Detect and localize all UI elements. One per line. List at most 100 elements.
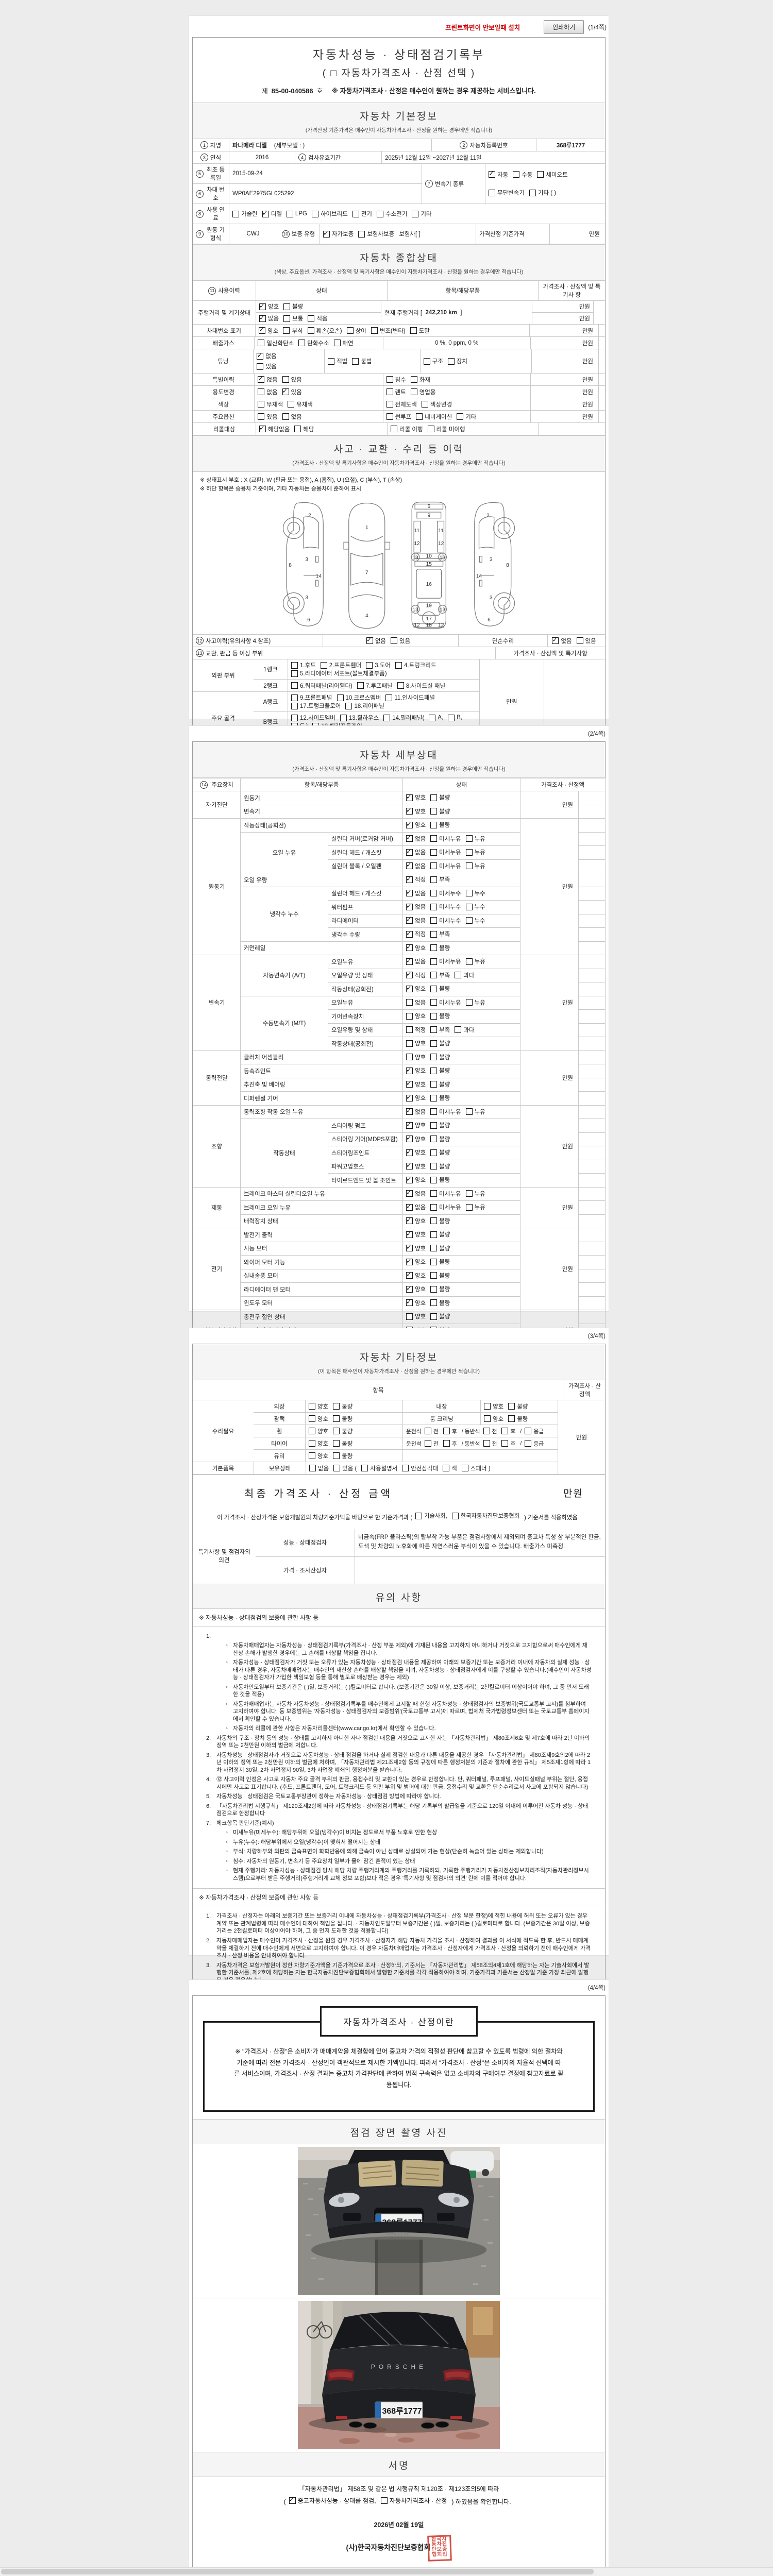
- checkbox[interactable]: [406, 1189, 413, 1197]
- checkbox[interactable]: [283, 327, 290, 334]
- checkbox[interactable]: [291, 682, 298, 689]
- checkbox[interactable]: [430, 876, 438, 883]
- checkbox[interactable]: [406, 1054, 413, 1060]
- checkbox[interactable]: [430, 1190, 438, 1197]
- checkbox[interactable]: [333, 1465, 341, 1471]
- checkbox[interactable]: [257, 363, 264, 370]
- checkbox[interactable]: [430, 1163, 438, 1170]
- checkbox[interactable]: [406, 1040, 413, 1047]
- checkbox[interactable]: [430, 985, 438, 992]
- checkbox[interactable]: [406, 820, 413, 828]
- checkbox[interactable]: [386, 376, 393, 383]
- checkbox[interactable]: [309, 1403, 315, 1410]
- checkbox[interactable]: [430, 1040, 438, 1047]
- checkbox[interactable]: [377, 210, 384, 217]
- checkbox[interactable]: [371, 327, 378, 334]
- checkbox[interactable]: [430, 1176, 438, 1183]
- checkbox[interactable]: [537, 171, 544, 178]
- checkbox[interactable]: [416, 413, 423, 420]
- checkbox[interactable]: [406, 1257, 413, 1265]
- checkbox[interactable]: [430, 1136, 438, 1142]
- checkbox[interactable]: [406, 984, 413, 992]
- checkbox[interactable]: [406, 1298, 413, 1306]
- checkbox[interactable]: [286, 210, 293, 217]
- checkbox[interactable]: [525, 1440, 532, 1447]
- checkbox[interactable]: [406, 929, 413, 938]
- checkbox[interactable]: [328, 358, 335, 365]
- checkbox[interactable]: [298, 340, 306, 346]
- checkbox[interactable]: [282, 413, 289, 420]
- checkbox[interactable]: [430, 1204, 438, 1211]
- checkbox[interactable]: [283, 303, 291, 310]
- checkbox[interactable]: [421, 401, 428, 408]
- checkbox[interactable]: [430, 1217, 438, 1224]
- checkbox[interactable]: [366, 662, 373, 669]
- checkbox[interactable]: [333, 1428, 340, 1434]
- checkbox[interactable]: [430, 849, 438, 856]
- checkbox[interactable]: [489, 189, 495, 196]
- checkbox[interactable]: [430, 972, 438, 978]
- checkbox[interactable]: [259, 424, 266, 432]
- checkbox[interactable]: [406, 1313, 413, 1320]
- checkbox[interactable]: [406, 793, 413, 801]
- checkbox[interactable]: [430, 862, 438, 869]
- checkbox[interactable]: [552, 636, 559, 644]
- checkbox[interactable]: [430, 1122, 438, 1129]
- checkbox[interactable]: [465, 849, 473, 856]
- checkbox[interactable]: [430, 1272, 438, 1279]
- checkbox[interactable]: [410, 388, 417, 395]
- checkbox[interactable]: [346, 327, 354, 334]
- checkbox[interactable]: [323, 229, 330, 238]
- checkbox[interactable]: [406, 1134, 413, 1142]
- checkbox[interactable]: [291, 714, 298, 721]
- checkbox[interactable]: [333, 340, 341, 346]
- checkbox[interactable]: [308, 315, 315, 322]
- checkbox[interactable]: [443, 1428, 450, 1434]
- checkbox[interactable]: [430, 1108, 438, 1115]
- checkbox[interactable]: [395, 662, 402, 669]
- checkbox[interactable]: [448, 714, 455, 721]
- checkbox[interactable]: [283, 315, 291, 322]
- checkbox[interactable]: [576, 637, 583, 644]
- checkbox[interactable]: [430, 808, 438, 815]
- checkbox[interactable]: [333, 1415, 340, 1422]
- checkbox[interactable]: [430, 1012, 438, 1020]
- checkbox[interactable]: [430, 890, 438, 896]
- checkbox[interactable]: [465, 862, 473, 869]
- checkbox[interactable]: [430, 1054, 438, 1060]
- checkbox[interactable]: [385, 694, 393, 701]
- checkbox[interactable]: [258, 413, 265, 420]
- checkbox[interactable]: [406, 902, 413, 910]
- checkbox[interactable]: [406, 1026, 413, 1033]
- checkbox[interactable]: [345, 702, 352, 709]
- checkbox[interactable]: [333, 1403, 340, 1410]
- checkbox[interactable]: [406, 1216, 413, 1224]
- checkbox[interactable]: [465, 958, 473, 965]
- checkbox[interactable]: [412, 210, 419, 217]
- checkbox[interactable]: [406, 888, 413, 896]
- checkbox[interactable]: [397, 682, 404, 689]
- checkbox[interactable]: [423, 358, 430, 365]
- checkbox[interactable]: [489, 170, 495, 178]
- checkbox[interactable]: [307, 327, 314, 334]
- checkbox[interactable]: [430, 999, 438, 1006]
- checkbox[interactable]: [424, 1440, 431, 1447]
- checkbox[interactable]: [501, 1428, 509, 1434]
- checkbox[interactable]: [430, 1231, 438, 1238]
- checkbox[interactable]: [430, 1081, 438, 1088]
- checkbox[interactable]: [391, 637, 397, 644]
- checkbox[interactable]: [406, 875, 413, 883]
- checkbox[interactable]: [447, 358, 455, 365]
- checkbox[interactable]: [529, 189, 536, 196]
- checkbox[interactable]: [430, 794, 438, 801]
- checkbox[interactable]: [410, 327, 417, 334]
- checkbox[interactable]: [406, 1202, 413, 1211]
- checkbox[interactable]: [430, 958, 438, 965]
- checkbox[interactable]: [430, 1094, 438, 1101]
- checkbox[interactable]: [455, 1026, 462, 1033]
- checkbox[interactable]: [258, 375, 265, 383]
- checkbox[interactable]: [465, 890, 473, 896]
- checkbox[interactable]: [430, 1149, 438, 1156]
- checkbox[interactable]: [357, 682, 364, 689]
- checkbox[interactable]: [262, 209, 269, 217]
